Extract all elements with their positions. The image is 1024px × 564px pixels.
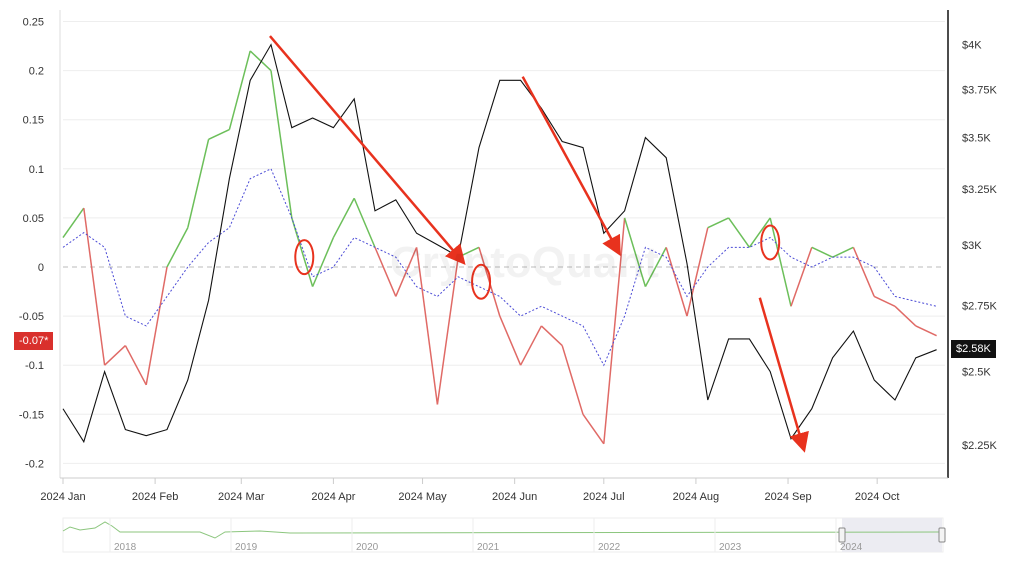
oscillator-segment [228, 50, 251, 130]
left-tick-label: 0.25 [23, 17, 44, 29]
oscillator-segment [561, 345, 584, 415]
navigator [62, 517, 944, 553]
oscillator-segment [291, 217, 314, 287]
right-tick-label: $2.5K [962, 367, 991, 379]
current-price-badge-right: $2.58K [951, 340, 996, 358]
x-tick-label: 2024 Mar [218, 491, 265, 503]
x-tick-label: 2024 Sep [764, 491, 811, 503]
oscillator-segment [582, 413, 605, 445]
oscillator-segment [832, 246, 854, 258]
annotation-arrow [269, 35, 466, 265]
x-tick-label: 2024 Jun [492, 491, 537, 503]
x-tick-label: 2024 Oct [855, 491, 900, 503]
oscillator-segment [166, 227, 189, 268]
navigator-year-label: 2022 [598, 542, 621, 553]
annotation-arrow [521, 76, 621, 257]
oscillator-segment [187, 139, 210, 228]
right-tick-label: $3.75K [962, 85, 998, 97]
navigator-year-label: 2020 [356, 542, 379, 553]
left-tick-label: -0.2 [25, 458, 44, 470]
oscillator-segment [270, 70, 293, 219]
oscillator-segment [665, 247, 688, 317]
navigator-year-label: 2019 [235, 542, 258, 553]
left-tick-label: 0.15 [23, 115, 44, 127]
oscillator-segment [644, 247, 667, 287]
oscillator-segment [311, 237, 335, 287]
left-tick-label: 0 [38, 262, 44, 274]
oscillator-segment [873, 295, 896, 307]
oscillator-segment [145, 266, 168, 385]
oscillator-segment [104, 345, 126, 366]
navigator-year-label: 2021 [477, 542, 500, 553]
oscillator-segment [894, 305, 917, 327]
annotation-arrow [758, 297, 809, 453]
right-tick-label: $3.25K [962, 184, 998, 196]
left-tick-label: 0.05 [23, 213, 44, 225]
left-tick-label: -0.05 [19, 311, 44, 323]
oscillator-segment [332, 197, 355, 238]
oscillator-segment [415, 247, 439, 405]
navigator-series [62, 521, 941, 539]
annotation-circle [760, 224, 781, 261]
navigator-year-label: 2018 [114, 542, 137, 553]
navigator-year-label: 2023 [719, 542, 742, 553]
oscillator-segment [519, 325, 543, 366]
navigator-selection [842, 518, 942, 552]
x-tick-label: 2024 Aug [673, 491, 720, 503]
x-tick-label: 2024 Apr [311, 491, 355, 503]
oscillator-segment [436, 257, 459, 405]
oscillator-segment [790, 247, 813, 307]
navigator-year-label: 2024 [840, 542, 863, 553]
oscillator-segment [915, 325, 937, 337]
oscillator-segment [811, 246, 833, 258]
x-tick-label: 2024 Jul [583, 491, 625, 503]
x-tick-label: 2024 Feb [132, 491, 178, 503]
oscillator-segment [83, 207, 106, 366]
navigator-handle[interactable] [838, 527, 846, 543]
annotation-circle [294, 239, 315, 276]
oscillator-segment [540, 325, 563, 347]
oscillator-segment [395, 247, 418, 297]
current-value-badge-left: -0.07* [14, 332, 54, 350]
right-tick-label: $3K [962, 240, 982, 252]
navigator-handle[interactable] [938, 527, 946, 543]
oscillator-segment [603, 217, 626, 444]
x-tick-label: 2024 Jan [40, 491, 85, 503]
oscillator-segment [249, 50, 272, 72]
left-tick-label: 0.1 [29, 164, 44, 176]
oscillator-segment [62, 207, 85, 238]
oscillator-segment [727, 217, 751, 248]
oscillator-segment [208, 128, 230, 141]
watermark: CryptoQuant [390, 238, 659, 287]
left-tick-label: -0.15 [19, 409, 44, 421]
right-tick-label: $4K [962, 40, 982, 52]
left-tick-label: -0.1 [25, 360, 44, 372]
right-tick-label: $3.5K [962, 133, 991, 145]
x-tick-label: 2024 May [398, 491, 447, 503]
left-tick-label: 0.2 [29, 66, 44, 78]
oscillator-segment [686, 227, 709, 317]
oscillator-segment [124, 345, 147, 386]
oscillator-segment [707, 217, 729, 229]
right-tick-label: $2.75K [962, 300, 998, 312]
oscillator-segment [374, 247, 397, 297]
oscillator-segment [769, 217, 792, 307]
oscillator-segment [623, 217, 647, 287]
right-tick-label: $2.25K [962, 440, 998, 452]
oscillator-segment [353, 197, 376, 248]
oscillator-segment [499, 315, 522, 366]
annotation-circle [471, 263, 492, 300]
oscillator-segment [852, 247, 875, 297]
oscillator-segment [748, 217, 771, 248]
